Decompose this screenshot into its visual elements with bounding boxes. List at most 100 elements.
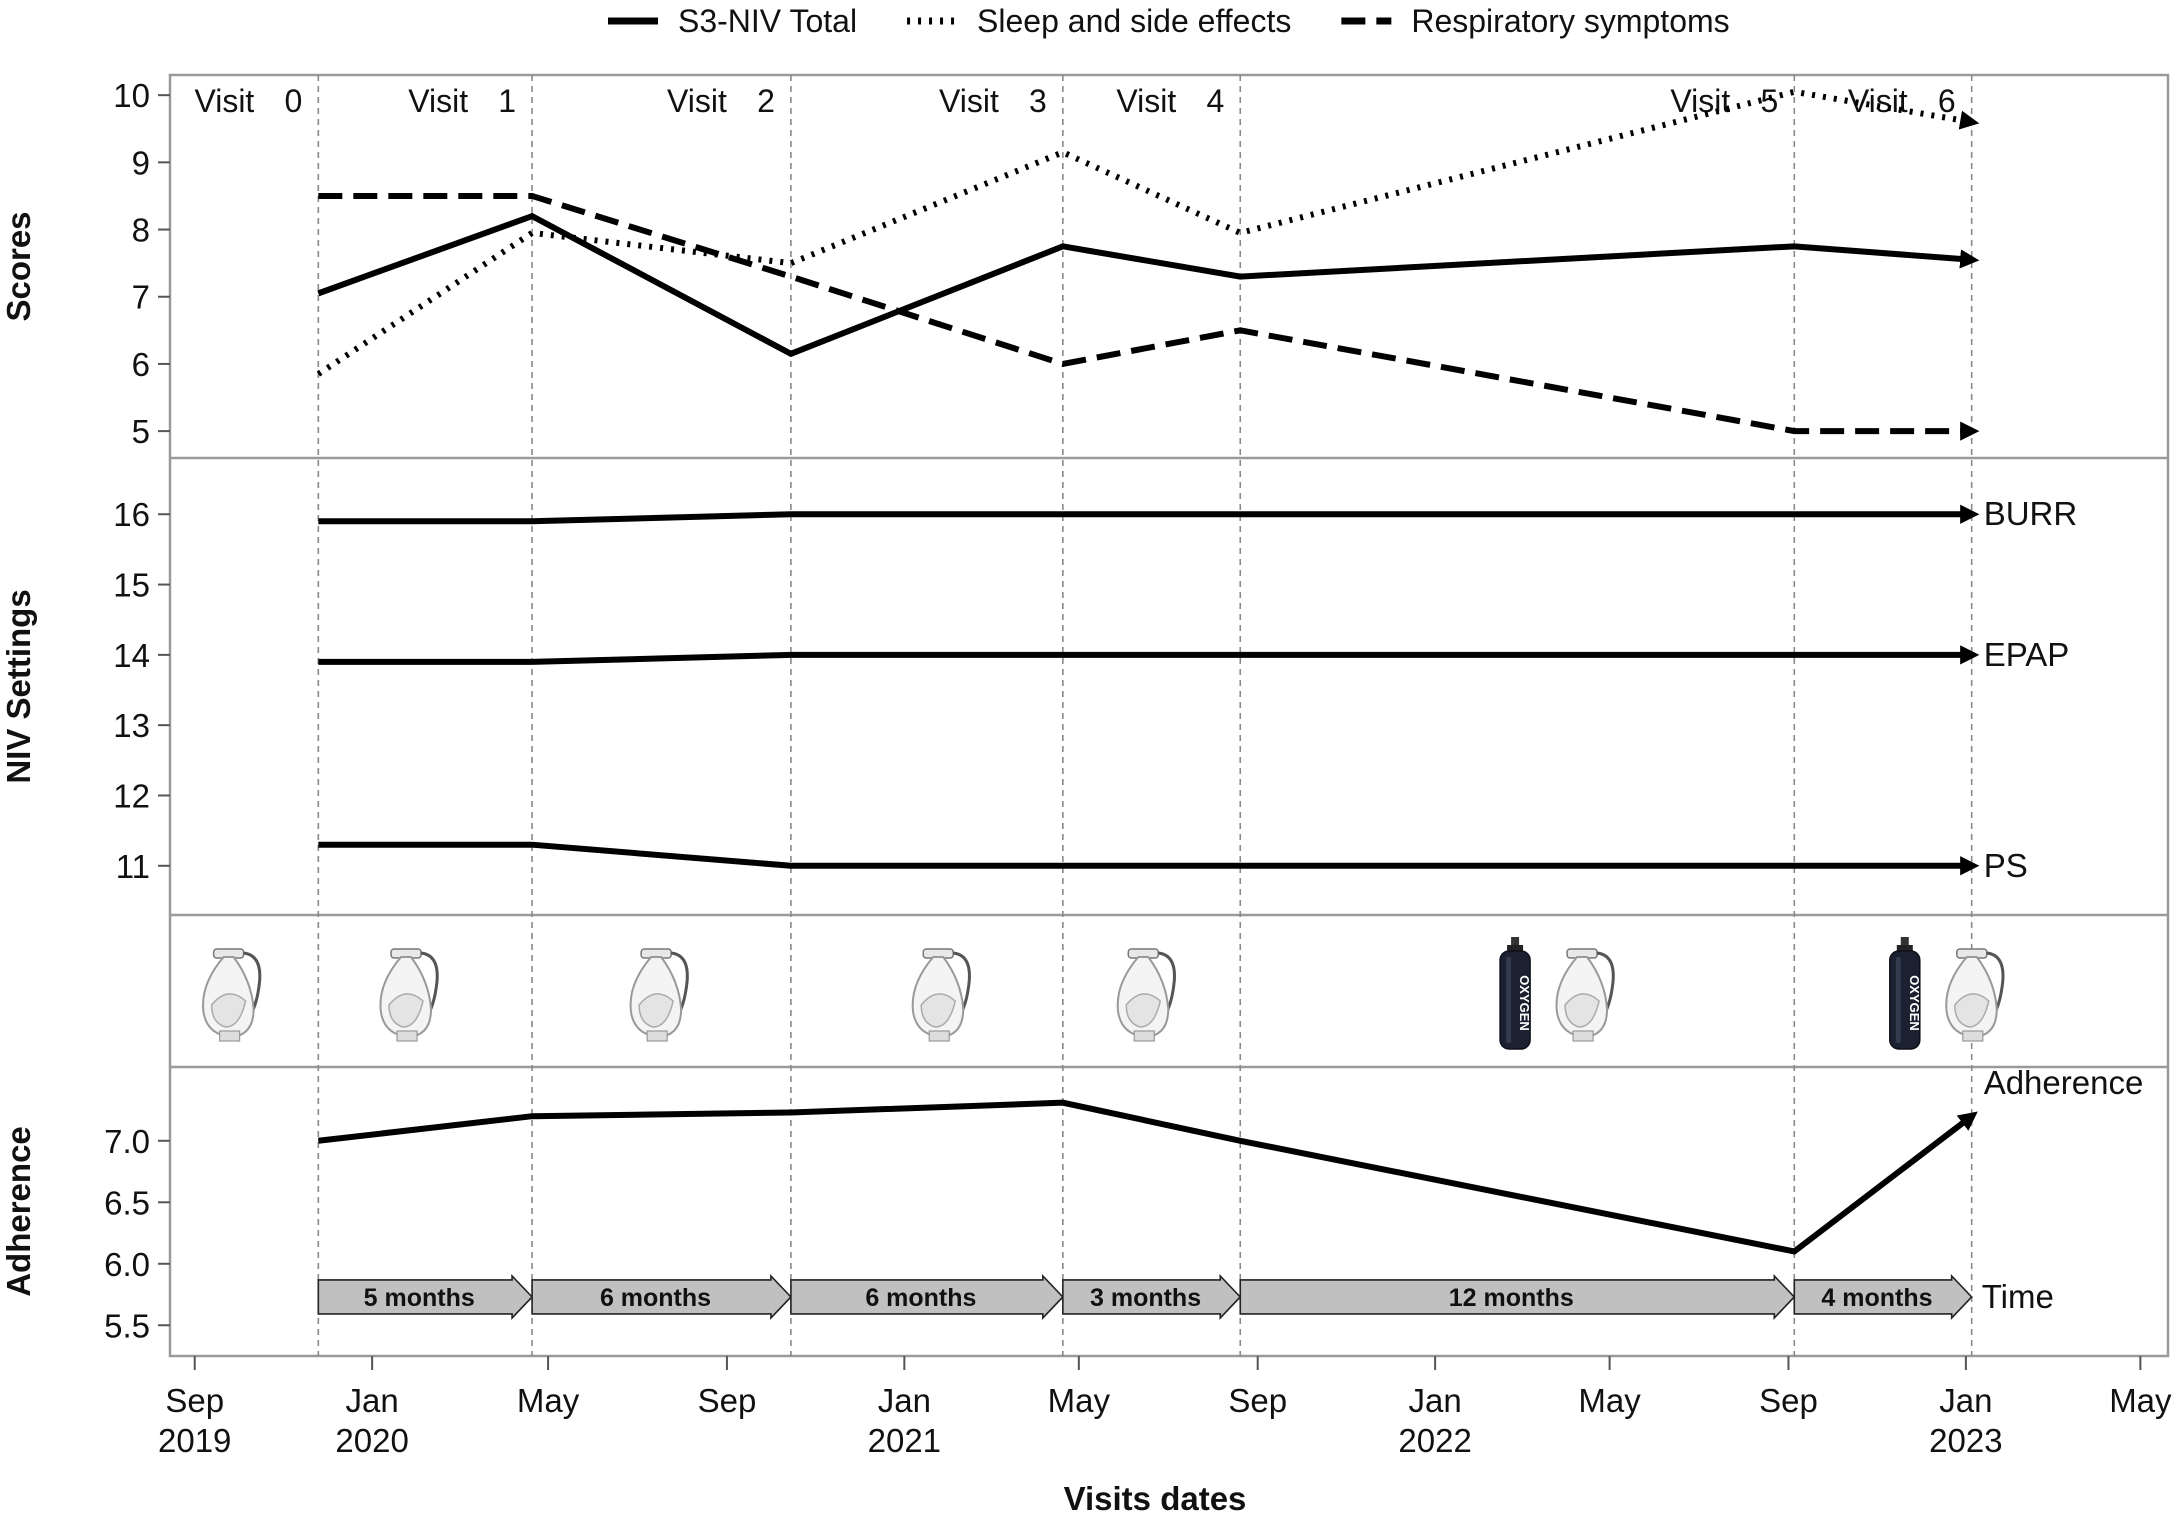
visit-number: 4 bbox=[1206, 83, 1224, 119]
mask-port bbox=[928, 1030, 950, 1042]
mask-shell bbox=[920, 993, 957, 1028]
x-tick-label: Jan bbox=[1408, 1382, 1461, 1419]
panel-3: OXYGEN OXYGEN bbox=[202, 937, 2005, 1050]
duration-label: 4 months bbox=[1821, 1284, 1932, 1312]
series-end-label: PS bbox=[1984, 847, 2028, 884]
visit-number: 6 bbox=[1938, 83, 1956, 119]
series-line-respiratory-symptoms bbox=[318, 192, 1980, 441]
visit-label-2: 2 Visit bbox=[667, 83, 775, 119]
series-line-epap bbox=[318, 645, 1980, 665]
y-tick-label: 16 bbox=[113, 496, 150, 533]
mask-strap bbox=[1986, 951, 2005, 1014]
x-tick-label: Sep bbox=[1228, 1382, 1287, 1419]
y-tick-label: 15 bbox=[113, 567, 150, 604]
x-tick-year: 2021 bbox=[868, 1422, 941, 1459]
mask-icon bbox=[1116, 948, 1176, 1042]
tank-valve bbox=[1900, 937, 1909, 947]
y-axis-title: Scores bbox=[0, 211, 37, 321]
x-tick-label: May bbox=[1048, 1382, 1111, 1419]
series-line-adherence bbox=[317, 1099, 1978, 1255]
tank-valve bbox=[1511, 937, 1520, 947]
legend: S3-NIV Total Sleep and side effects Respir… bbox=[608, 3, 1730, 39]
duration-arrow-shape bbox=[1239, 1273, 1796, 1320]
tank-neck bbox=[1896, 945, 1913, 951]
legend-label-1: S3-NIV Total bbox=[678, 3, 857, 39]
visit-label-0: 0 Visit bbox=[194, 83, 302, 119]
mask-port bbox=[219, 1030, 241, 1042]
y-tick-label: 12 bbox=[113, 777, 150, 814]
visit-label-5: 5 Visit bbox=[1670, 83, 1778, 119]
y-tick-label: 10 bbox=[113, 77, 150, 114]
duration-label: 6 months bbox=[865, 1284, 976, 1312]
x-tick-label: Sep bbox=[698, 1382, 757, 1419]
duration-arrow-shape bbox=[1793, 1273, 1973, 1320]
mask-shell bbox=[1564, 993, 1600, 1028]
mask-icon bbox=[911, 948, 971, 1042]
mask-strap bbox=[1158, 951, 1176, 1014]
visit-number: 0 bbox=[285, 83, 303, 119]
duration-label: 5 months bbox=[364, 1284, 475, 1312]
visit-word: Visit bbox=[408, 83, 468, 119]
series-line-ps bbox=[318, 841, 1980, 876]
duration-arrow-1: 5 months bbox=[317, 1273, 534, 1320]
y-tick-label: 8 bbox=[132, 212, 150, 249]
oxygen-tank-icon: OXYGEN bbox=[1889, 937, 1922, 1050]
mask-port bbox=[646, 1030, 668, 1042]
x-tick-label: Jan bbox=[878, 1382, 931, 1419]
visit-word: Visit bbox=[1670, 83, 1730, 119]
visit-word: Visit bbox=[939, 83, 999, 119]
duration-arrow-3: 6 months bbox=[790, 1273, 1064, 1320]
duration-arrow-shape bbox=[317, 1273, 534, 1320]
visit-lines: 0 Visit 1 Visit 2 Visit 3 Visit 4 Visit 5 Visit 6Vis… bbox=[194, 75, 1973, 1356]
x-tick-year: 2020 bbox=[335, 1422, 408, 1459]
mask-shell bbox=[388, 993, 424, 1028]
visit-word: Visit bbox=[1116, 83, 1176, 119]
mask-strap bbox=[420, 951, 439, 1014]
duration-label: 6 months bbox=[600, 1284, 711, 1312]
duration-label: 12 months bbox=[1449, 1284, 1574, 1312]
visit-label-1: 1 Visit bbox=[408, 83, 516, 119]
x-tick-label: May bbox=[1578, 1382, 1641, 1419]
visit-number: 2 bbox=[757, 83, 775, 119]
duration-arrow-5: 12 months bbox=[1239, 1273, 1796, 1320]
plot-frame bbox=[168, 73, 2170, 1358]
mask-port bbox=[1962, 1030, 1984, 1042]
tank-highlight bbox=[1895, 957, 1901, 1043]
y-tick-label: 6.0 bbox=[104, 1246, 150, 1283]
tank-highlight bbox=[1506, 957, 1512, 1043]
y-tick-label: 7 bbox=[132, 279, 150, 316]
series-line-s3-niv-total bbox=[317, 212, 1980, 358]
visit-word: Visit bbox=[194, 83, 254, 119]
panel-frames bbox=[168, 73, 2170, 1358]
y-tick-label: 6 bbox=[132, 346, 150, 383]
mask-shell bbox=[1125, 993, 1162, 1028]
visit-label-4: 4 Visit bbox=[1116, 83, 1224, 119]
mask-shell bbox=[1954, 993, 1990, 1028]
y-axis-title: NIV Settings bbox=[0, 589, 37, 783]
oxygen-tank-icon: OXYGEN bbox=[1499, 937, 1532, 1050]
mask-icon bbox=[202, 948, 262, 1042]
mask-shell bbox=[210, 993, 247, 1028]
mask-icon bbox=[379, 948, 439, 1042]
x-tick-label: Jan bbox=[346, 1382, 399, 1419]
y-tick-label: 5.5 bbox=[104, 1307, 150, 1344]
series-end-label: BURR bbox=[1984, 495, 2078, 532]
mask-icon bbox=[1555, 948, 1615, 1042]
y-tick-label: 13 bbox=[113, 707, 150, 744]
duration-arrow-shape bbox=[1062, 1273, 1242, 1320]
legend-label-2: Sleep and side effects bbox=[977, 3, 1291, 39]
series-end-label: EPAP bbox=[1984, 636, 2070, 673]
mask-strap bbox=[243, 951, 262, 1014]
duration-arrow-shape bbox=[531, 1273, 793, 1320]
mask-port bbox=[1572, 1030, 1594, 1042]
x-tick-label: Sep bbox=[165, 1382, 224, 1419]
x-tick-year: 2019 bbox=[158, 1422, 231, 1459]
visit-label-3: 3 Visit bbox=[939, 83, 1047, 119]
series-line-burr bbox=[318, 504, 1980, 525]
mask-strap bbox=[952, 951, 971, 1014]
y-tick-label: 5 bbox=[132, 413, 150, 450]
